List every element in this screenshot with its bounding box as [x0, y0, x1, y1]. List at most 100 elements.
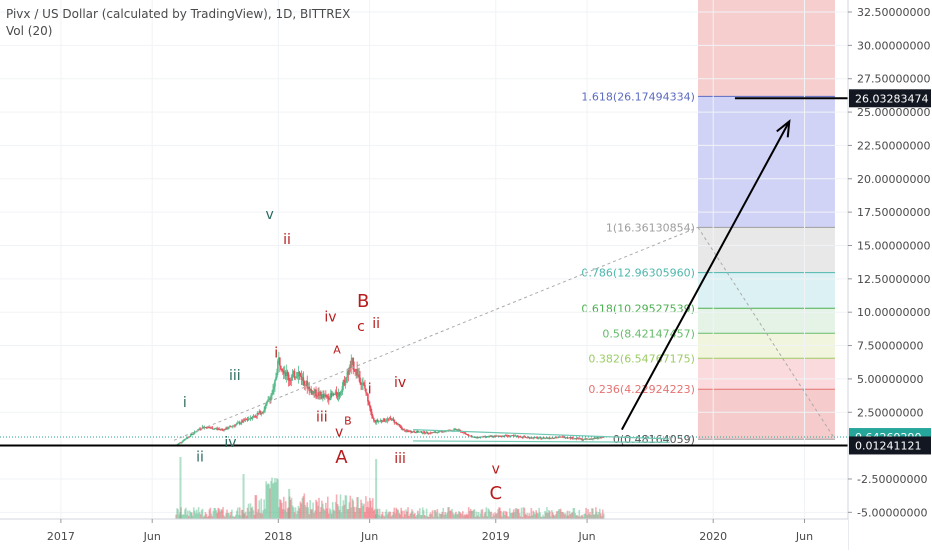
volume-bar: [219, 511, 221, 519]
candle-body: [331, 393, 334, 396]
wave-label: v: [492, 462, 500, 478]
candle-body: [509, 435, 512, 437]
candle-body: [534, 437, 537, 439]
volume-bar: [419, 515, 422, 519]
candle-body: [358, 374, 360, 378]
candle-body: [432, 432, 435, 434]
volume-bar: [205, 514, 208, 519]
volume-bar: [334, 502, 337, 519]
candle-body: [365, 388, 367, 393]
candle-body: [399, 425, 401, 427]
volume-bar: [584, 513, 586, 519]
wave-label: iv: [224, 435, 236, 451]
candle-body: [546, 437, 548, 439]
volume-bar: [218, 508, 220, 519]
volume-bar: [260, 498, 263, 519]
volume-bar: [534, 514, 537, 519]
candle-body: [296, 376, 299, 378]
candle-body: [353, 369, 356, 371]
volume-bar: [566, 510, 569, 519]
candle-body: [596, 437, 598, 439]
candle-body: [408, 431, 410, 432]
drawing-group[interactable]: [0, 97, 848, 447]
volume-bar: [228, 512, 230, 519]
volume-bar: [190, 512, 193, 519]
volume-bar: [292, 507, 295, 519]
volume-bar: [541, 516, 543, 519]
volume-bar: [395, 507, 398, 519]
fib-level-label: 1(16.36130854): [606, 221, 695, 234]
candle-body: [198, 428, 201, 430]
volume-bar: [197, 507, 200, 519]
candle-body: [541, 438, 543, 440]
candle-body: [496, 435, 498, 437]
candle-body: [340, 391, 343, 393]
volume-bar: [410, 512, 412, 519]
volume-bar: [409, 513, 411, 519]
volume-bar: [179, 512, 181, 519]
volume-bar: [467, 507, 470, 519]
volume-bar: [396, 509, 399, 519]
candle-body: [338, 392, 341, 395]
candle-body: [220, 428, 222, 430]
candle-body: [330, 393, 333, 396]
volume-bar: [526, 512, 529, 519]
volume-bar: [553, 515, 556, 519]
candle-body: [439, 430, 442, 432]
candle-body: [226, 427, 228, 430]
candle-body: [591, 438, 593, 440]
candle-body: [274, 380, 276, 387]
volume-bar: [286, 508, 289, 519]
candle-body: [235, 423, 238, 425]
volume-bar: [210, 513, 213, 519]
volume-bar: [462, 515, 465, 519]
volume-bar: [227, 513, 229, 519]
volume-bar: [390, 516, 393, 519]
volume-bar: [353, 506, 356, 519]
fib-level-label: 0.382(6.54767175): [588, 352, 695, 365]
volume-bar: [255, 495, 258, 519]
candle-body: [569, 437, 572, 439]
volume-bar: [246, 507, 249, 519]
volume-bar: [196, 513, 199, 519]
volume-bar: [565, 515, 568, 519]
volume-bar: [413, 514, 415, 519]
volume-bar: [516, 509, 519, 519]
y-axis[interactable]: 32.50000000 30.00000000 27.50000000 25.0000…: [847, 0, 932, 550]
volume-bar: [289, 500, 292, 519]
volume-bar: [480, 509, 483, 519]
candle-body: [500, 436, 502, 437]
candle-body: [491, 436, 493, 437]
volume-bar: [408, 515, 410, 519]
volume-bar: [422, 510, 425, 519]
candle-body: [267, 399, 269, 402]
candle-body: [280, 365, 282, 369]
candle-body: [249, 418, 252, 420]
candle-body: [320, 392, 322, 395]
volume-bar: [466, 514, 469, 519]
volume-bar: [533, 512, 536, 519]
candle-body: [441, 431, 444, 433]
target-price-badge: 26.03283474: [855, 92, 928, 105]
volume-bar: [548, 510, 550, 519]
candle-body: [251, 417, 254, 419]
candle-body: [385, 420, 388, 422]
wave-label: iv: [394, 375, 406, 391]
volume-indicator-label[interactable]: Vol (20): [6, 24, 53, 38]
volume-bar: [484, 511, 487, 519]
volume-bar: [567, 515, 570, 519]
x-axis[interactable]: 2017 Jun 2018 Jun 2019 Jun 2020 Jun: [0, 518, 848, 550]
volume-bar: [558, 509, 561, 519]
candle-body: [215, 428, 218, 430]
candle-body: [294, 377, 297, 379]
candle-body: [542, 437, 544, 439]
candle-body: [328, 399, 331, 401]
volume-bar: [491, 516, 493, 519]
volume-bar: [313, 512, 315, 519]
candle-body: [472, 436, 475, 438]
volume-bar: [256, 512, 259, 519]
volume-bar: [258, 500, 261, 519]
wedge-upper-line: [413, 429, 670, 440]
